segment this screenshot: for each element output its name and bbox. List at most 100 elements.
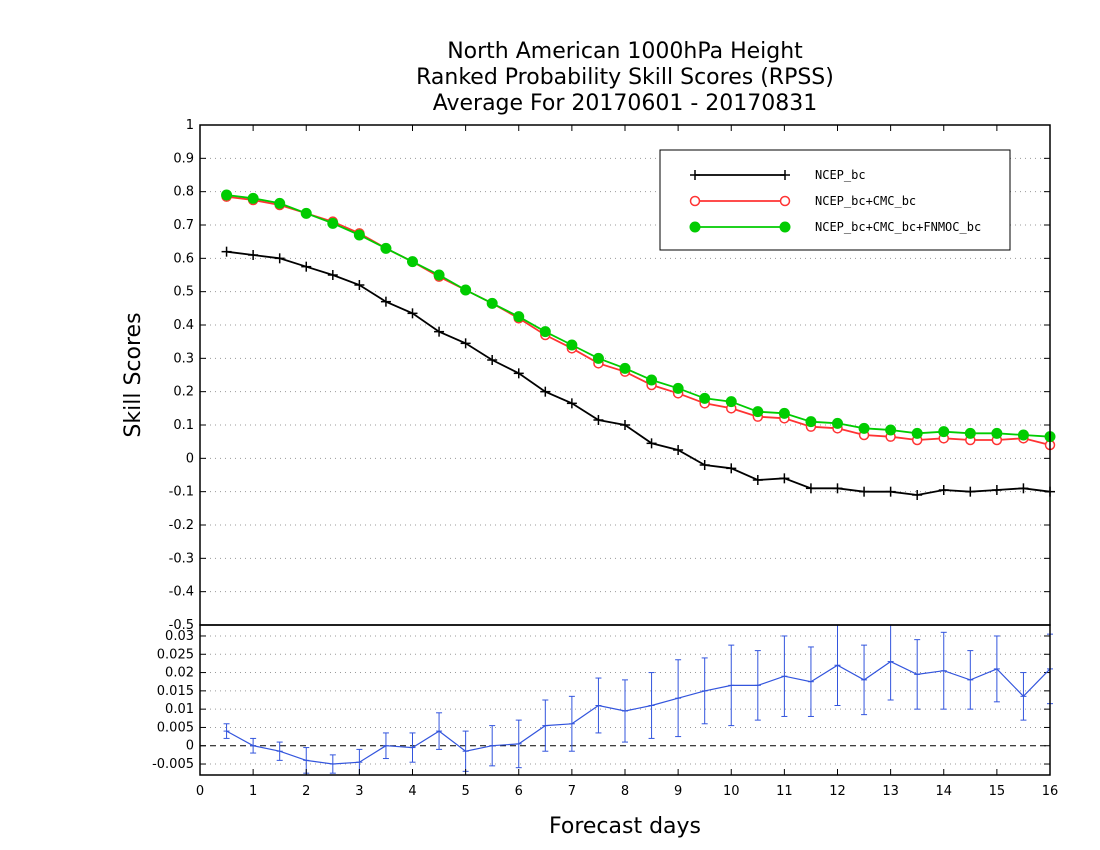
data-point <box>965 486 976 497</box>
error-bar <box>648 672 655 739</box>
x-tick-label: 0 <box>196 784 204 799</box>
legend-label: NCEP_bc+CMC_bc <box>815 194 916 208</box>
error-bar <box>382 732 389 760</box>
y-tick-label: 0.2 <box>173 385 194 400</box>
error-bar <box>675 659 682 738</box>
data-point <box>725 396 737 408</box>
data-point <box>778 407 790 419</box>
y-tick-label: 0.4 <box>173 318 194 333</box>
y-tick-label: 0.1 <box>173 418 194 433</box>
data-point <box>832 483 843 494</box>
y-tick-label: 1 <box>186 118 194 133</box>
error-bar <box>568 695 575 752</box>
data-point <box>646 438 657 449</box>
y-tick-label: 0.025 <box>157 647 194 662</box>
data-point <box>938 485 949 495</box>
data-point <box>513 311 525 323</box>
error-bar <box>462 730 469 772</box>
error-bar <box>223 723 230 739</box>
data-point <box>1017 429 1029 441</box>
data-point <box>274 253 285 264</box>
legend-item: NCEP_bc <box>690 168 866 182</box>
series-line <box>226 660 1051 765</box>
error-bar <box>967 650 974 710</box>
y-tick-label: -0.1 <box>169 485 194 500</box>
error-bar <box>409 732 416 763</box>
data-point <box>689 195 701 207</box>
data-point <box>752 475 763 485</box>
data-point <box>407 256 418 268</box>
y-tick-label: 0.01 <box>165 702 194 717</box>
legend-box <box>659 149 1011 251</box>
data-point <box>434 326 445 337</box>
data-point <box>619 362 631 374</box>
data-point <box>805 483 816 494</box>
x-tick-label: 9 <box>674 784 682 799</box>
error-bar <box>754 650 761 721</box>
error-bar <box>940 631 947 710</box>
error-bar <box>622 679 628 743</box>
x-tick-label: 5 <box>461 784 469 799</box>
y-tick-label: 0.5 <box>173 285 194 300</box>
y-tick-label: 0 <box>186 451 194 466</box>
error-bar <box>329 754 336 774</box>
data-point <box>300 207 312 219</box>
y-tick-label: -0.005 <box>152 757 194 772</box>
legend-label: NCEP_bc+CMC_bc+FNMOC_bc <box>815 220 981 234</box>
data-point <box>380 296 391 307</box>
data-point <box>301 261 312 272</box>
data-point <box>805 416 817 428</box>
data-point <box>540 386 551 397</box>
y-tick-label: 0.9 <box>173 151 194 166</box>
difference-series <box>223 625 1053 776</box>
y-tick-label: 0 <box>186 739 194 754</box>
data-point <box>885 424 897 436</box>
data-point <box>991 427 1003 439</box>
y-tick-label: -0.5 <box>169 618 194 633</box>
data-point <box>539 326 551 338</box>
x-tick-label: 11 <box>776 784 793 799</box>
x-tick-label: 14 <box>935 784 952 799</box>
chart-title-line: North American 1000hPa Height <box>447 39 803 64</box>
error-bar <box>595 677 602 734</box>
legend-item: NCEP_bc+CMC_bc+FNMOC_bc <box>689 220 981 234</box>
y-tick-label: -0.4 <box>169 585 194 600</box>
data-point <box>699 392 711 404</box>
error-bar <box>914 639 921 710</box>
data-point <box>858 422 870 434</box>
data-point <box>221 246 232 257</box>
error-bar <box>489 725 496 767</box>
data-point <box>859 486 870 497</box>
series-NCEP_bc+CMC_bc+FNMOC_bc <box>221 189 1056 443</box>
data-point <box>248 250 259 260</box>
y-tick-label: 0.02 <box>165 666 194 681</box>
data-point <box>460 338 471 349</box>
data-point <box>964 427 976 439</box>
x-tick-label: 8 <box>621 784 629 799</box>
error-bar <box>781 635 788 717</box>
error-bar <box>1020 672 1027 721</box>
error-bar <box>250 737 257 754</box>
data-point <box>726 463 737 474</box>
data-point <box>885 486 896 497</box>
data-point <box>487 355 498 365</box>
data-point <box>779 221 791 233</box>
data-point <box>486 297 498 309</box>
x-tick-label: 4 <box>408 784 416 799</box>
data-point <box>274 197 286 209</box>
x-tick-label: 1 <box>249 784 257 799</box>
error-bar <box>276 741 283 761</box>
bottom-y-tick-labels: -0.005 0 0.005 0.01 0.015 0.02 0.025 0.03 <box>152 629 194 772</box>
data-point <box>672 382 684 394</box>
x-tick-label: 10 <box>723 784 740 799</box>
legend-label: NCEP_bc <box>815 168 866 182</box>
x-tick-label: 6 <box>515 784 523 799</box>
y-tick-label: 0.005 <box>157 720 194 735</box>
data-point <box>327 217 339 229</box>
y-tick-label: -0.3 <box>169 551 194 566</box>
bottom-panel-series <box>223 625 1053 776</box>
x-tick-label: 7 <box>568 784 576 799</box>
legend-item: NCEP_bc+CMC_bc <box>689 194 916 208</box>
data-point <box>699 460 710 470</box>
